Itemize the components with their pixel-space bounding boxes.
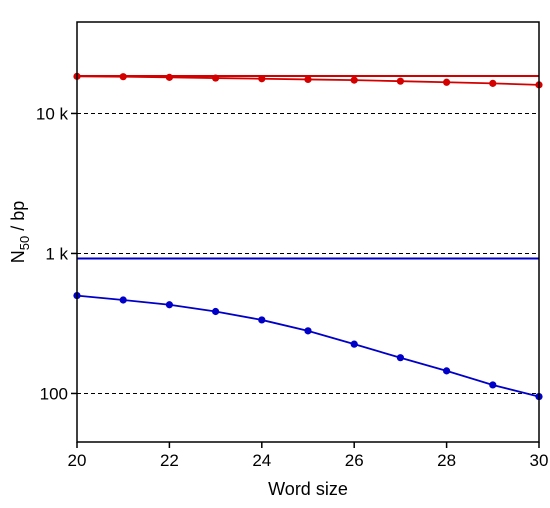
y-axis-ticks: 100 1 k 10 k [36, 104, 77, 403]
data-point-s0-8 [443, 78, 451, 86]
data-point-s1-6 [350, 340, 358, 348]
data-point-s0-3 [212, 74, 220, 82]
series-line-1 [76, 294, 540, 398]
plot-frame [76, 21, 540, 443]
x-tick-label-1: 22 [160, 451, 179, 470]
y-tick-label-2: 10 k [36, 104, 69, 123]
data-point-s1-8 [443, 367, 451, 375]
data-point-s1-7 [396, 354, 404, 362]
data-point-s1-4 [258, 316, 266, 324]
data-point-s1-2 [165, 301, 173, 309]
reference-lines [77, 75, 539, 260]
y-axis-label: N50 / bp [8, 201, 32, 264]
x-axis-ticks: 20 22 24 26 28 30 [68, 442, 549, 470]
data-point-s1-5 [304, 327, 312, 335]
data-point-s1-1 [119, 296, 127, 304]
data-series [73, 72, 543, 401]
x-tick-label-4: 28 [437, 451, 456, 470]
data-point-s0-9 [489, 79, 497, 87]
data-point-s0-7 [396, 77, 404, 85]
x-axis-label: Word size [268, 479, 348, 499]
data-point-s0-1 [119, 73, 127, 81]
y-tick-label-1: 1 k [45, 244, 68, 263]
x-tick-label-3: 26 [345, 451, 364, 470]
y-axis-label-subscript: 50 [17, 236, 32, 250]
y-axis-label-rest: / bp [8, 201, 28, 236]
data-point-s0-2 [165, 73, 173, 81]
y-axis-label-base: N [8, 250, 28, 263]
data-point-s1-3 [212, 307, 220, 316]
data-point-s0-6 [350, 76, 358, 84]
x-tick-label-5: 30 [530, 451, 549, 470]
data-point-s0-5 [304, 75, 312, 84]
x-tick-label-0: 20 [68, 451, 87, 470]
y-tick-label-0: 100 [40, 384, 68, 403]
data-point-s0-4 [258, 75, 266, 83]
x-tick-label-2: 24 [252, 451, 271, 470]
grid-lines [77, 112, 539, 394]
data-point-s1-9 [489, 381, 497, 389]
